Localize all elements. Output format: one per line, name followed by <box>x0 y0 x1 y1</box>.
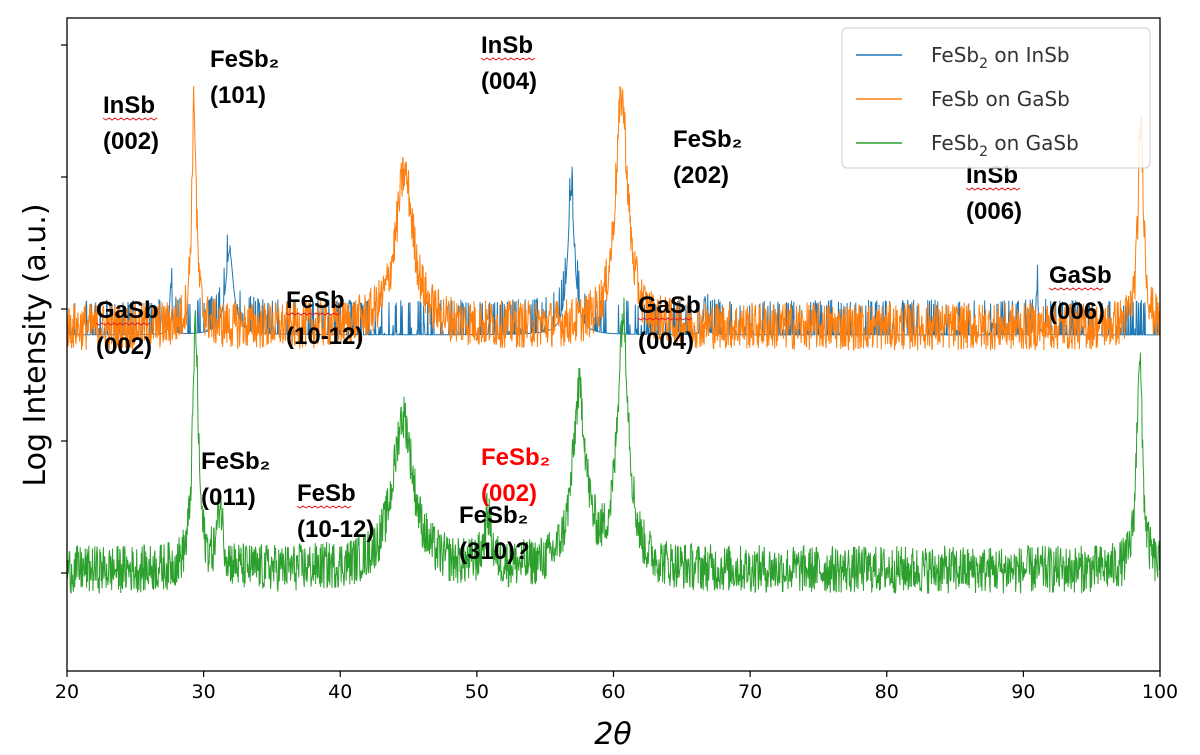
peak-label-index: (011) <box>201 484 256 511</box>
peak-annotation: InSb (004) <box>480 32 537 95</box>
legend-entry: FeSb2 on GaSb <box>931 131 1079 160</box>
x-tick-label: 60 <box>601 681 625 703</box>
series-line-2 <box>67 86 1160 351</box>
annotation-layer: InSb(002)FeSb₂(101)InSb(004)FeSb₂(202) In… <box>95 32 1112 565</box>
spellcheck-underline <box>1048 287 1104 291</box>
spellcheck-underline <box>637 317 693 321</box>
peak-label-phase: FeSb₂ <box>481 444 550 471</box>
peak-annotation: FeSb (10-12) <box>285 287 363 350</box>
x-tick-label: 70 <box>738 681 762 703</box>
peak-label-phase: FeSb <box>297 480 356 507</box>
peak-label-index: (002) <box>96 333 152 360</box>
spellcheck-underline <box>102 117 158 121</box>
peak-label-phase: InSb <box>103 92 155 119</box>
peak-label-phase: FeSb₂ <box>201 448 270 475</box>
peak-annotation: FeSb (10-12) <box>296 480 374 543</box>
x-tick-label: 50 <box>465 681 489 703</box>
peak-label-index: (10-12) <box>286 323 363 350</box>
spellcheck-underline <box>296 505 352 509</box>
peak-annotation: FeSb₂ (002) <box>481 444 550 507</box>
peak-label-index: (101) <box>210 82 266 109</box>
peak-annotation: GaSb (002) <box>95 297 159 360</box>
y-axis-label: Log Intensity (a.u.) <box>18 203 53 486</box>
peak-label-index: (002) <box>481 480 537 507</box>
peak-label-phase: GaSb <box>1049 262 1112 289</box>
spellcheck-underline <box>95 322 151 326</box>
peak-annotation: InSb (002) <box>102 92 159 155</box>
peak-annotation: FeSb₂ (202) <box>673 126 742 189</box>
legend: FeSb2 on InSb FeSb on GaSb FeSb2 on GaSb <box>841 27 1151 169</box>
x-tick-label: 40 <box>328 681 352 703</box>
series-layer <box>67 86 1160 594</box>
x-tick-label: 100 <box>1142 681 1178 703</box>
x-tick-label: 20 <box>55 681 79 703</box>
x-axis-label: 2θ <box>594 717 631 752</box>
legend-entry: FeSb on GaSb <box>931 87 1070 111</box>
peak-label-index: (006) <box>1049 298 1105 325</box>
spellcheck-underline <box>480 57 536 61</box>
peak-label-phase: FeSb₂ <box>673 126 742 153</box>
peak-label-index: (10-12) <box>297 516 374 543</box>
peak-label-phase: GaSb <box>96 297 159 324</box>
peak-annotation: FeSb₂ (310)? <box>459 502 530 565</box>
peak-label-index: (202) <box>673 162 729 189</box>
peak-annotation: GaSb (004) <box>637 292 701 355</box>
peak-label-index: (004) <box>481 68 537 95</box>
peak-label-index: (006) <box>966 198 1022 225</box>
peak-label-phase: GaSb <box>638 292 701 319</box>
peak-label-phase: InSb <box>481 32 533 59</box>
x-tick-label: 30 <box>192 681 216 703</box>
legend-box <box>841 27 1151 169</box>
axes-layer: 20 30 40 50 60 70 80 90 100 <box>55 17 1178 703</box>
series-line-3 <box>67 297 1160 594</box>
peak-label-index: (004) <box>638 328 694 355</box>
spellcheck-underline <box>965 187 1021 191</box>
peak-label-index: (002) <box>103 128 159 155</box>
peak-label-index: (310)? <box>459 538 530 565</box>
x-tick-label: 90 <box>1011 681 1035 703</box>
peak-annotation: FeSb₂ (101) <box>210 46 279 109</box>
peak-label-phase: FeSb₂ <box>459 502 528 529</box>
peak-annotation: FeSb₂ (011) <box>201 448 270 511</box>
peak-label-phase: FeSb <box>286 287 345 314</box>
x-tick-label: 80 <box>875 681 899 703</box>
spellcheck-underline <box>285 312 341 316</box>
peak-label-phase: FeSb₂ <box>210 46 279 73</box>
legend-entry: FeSb2 on InSb <box>931 43 1070 72</box>
peak-annotation: GaSb (006) <box>1048 262 1112 325</box>
